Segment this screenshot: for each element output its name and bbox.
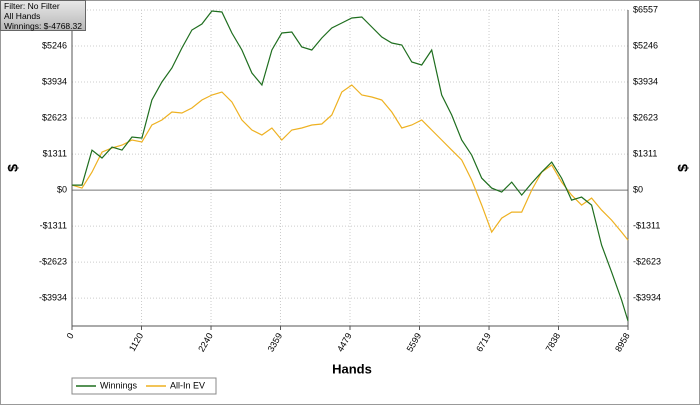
series-line (71, 84, 629, 241)
y-tick-label: -$3934 (39, 292, 67, 302)
y-tick-label: -$2623 (39, 256, 67, 266)
y2-axis-label: $ (675, 164, 691, 172)
y-tick-label: $2623 (42, 112, 67, 122)
y2-tick-label: $3934 (633, 76, 658, 86)
y2-tick-label: -$3934 (633, 292, 661, 302)
y2-tick-label: $0 (633, 184, 643, 194)
y2-tick-label: $2623 (633, 112, 658, 122)
y2-tick-label: $6557 (633, 4, 658, 14)
y2-tick-label: -$1311 (633, 220, 660, 230)
y-axis-label: $ (5, 164, 21, 172)
legend-label: Winnings (100, 380, 138, 390)
x-tick-label: 0 (65, 331, 76, 340)
series-line (72, 10, 629, 322)
info-box: Filter: No Filter All Hands Winnings: $-… (0, 0, 86, 31)
legend-box (71, 377, 217, 395)
info-line: Filter: No Filter (4, 1, 60, 11)
info-line: Winnings: $-4768.32 (4, 21, 82, 31)
legend-label: All-In EV (170, 380, 205, 390)
y2-tick-label: -$2623 (633, 256, 661, 266)
info-line: All Hands (4, 11, 41, 21)
y-tick-label: $1311 (43, 148, 67, 158)
y2-tick-label: $1311 (633, 148, 657, 158)
y2-tick-label: $5246 (633, 40, 658, 50)
y-tick-label: $3934 (42, 76, 67, 86)
x-axis-label: Hands (332, 361, 372, 376)
y-tick-label: -$1311 (40, 220, 67, 230)
y-tick-label: $0 (57, 184, 67, 194)
y-tick-label: $5246 (42, 40, 67, 50)
